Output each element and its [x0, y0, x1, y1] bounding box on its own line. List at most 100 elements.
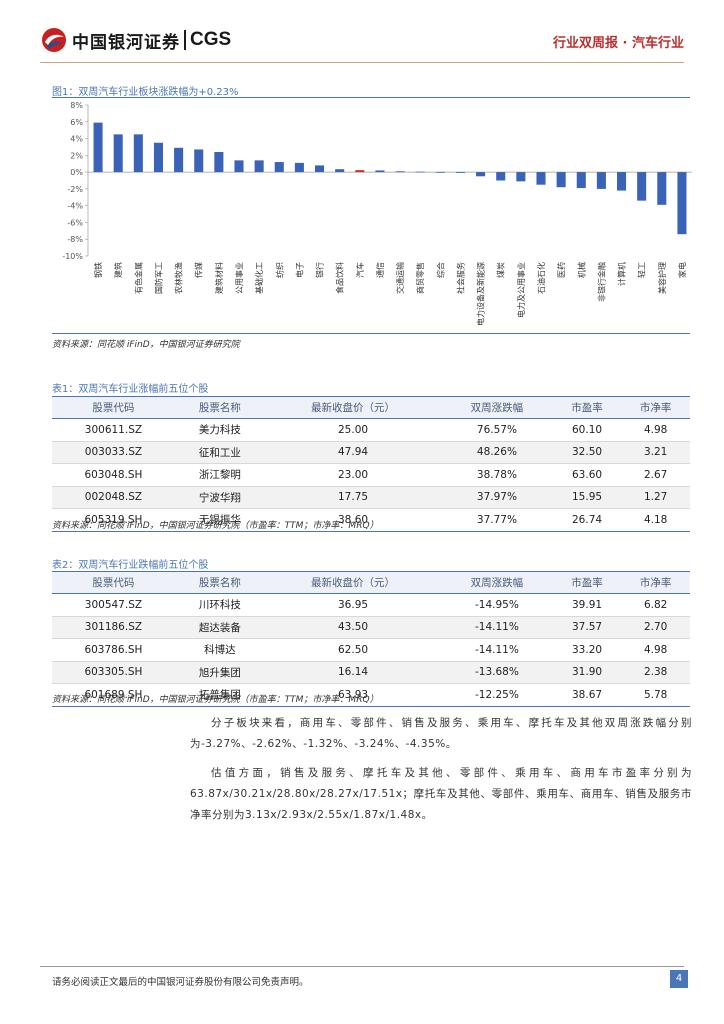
table-cell: 002048.SZ	[52, 486, 175, 509]
table-cell: 48.26%	[441, 441, 553, 464]
table-cell: 76.57%	[441, 418, 553, 442]
body-text: 分子板块来看，商用车、零部件、销售及服务、乘用车、摩托车及其他双周涨跌幅分别为-…	[190, 713, 692, 834]
table-cell: 47.94	[264, 441, 442, 464]
x-tick-label: 美容护理	[657, 262, 667, 294]
table-cell: 16.14	[264, 661, 442, 684]
x-tick-label: 公用事业	[234, 262, 244, 294]
table-cell: 6.82	[621, 593, 690, 617]
y-tick-label: -2%	[67, 185, 83, 194]
table-cell: 37.97%	[441, 486, 553, 509]
table-cell: 62.50	[264, 638, 442, 662]
column-header: 双周涨跌幅	[441, 571, 553, 594]
bar	[335, 169, 345, 173]
bar	[576, 172, 586, 189]
table-row: 301186.SZ 超达装备 43.50 -14.11% 37.57 2.70	[52, 616, 690, 639]
cgs-logo-icon	[42, 28, 66, 52]
x-tick-label: 传媒	[194, 262, 204, 278]
column-header: 最新收盘价（元）	[264, 396, 442, 419]
table-cell: 39.91	[552, 593, 622, 617]
x-tick-label: 计算机	[617, 262, 627, 286]
top-gainers-table: 股票代码 股票名称 最新收盘价（元） 双周涨跌幅 市盈率 市净率 300611.SZ 美力科技…	[52, 396, 690, 532]
bar	[133, 134, 143, 173]
table-cell: 2.67	[621, 463, 690, 487]
x-tick-label: 食品饮料	[335, 262, 345, 294]
table-cell: 603786.SH	[52, 638, 175, 662]
x-tick-label: 电力设备及新能源	[476, 262, 486, 326]
table-cell: 旭升集团	[174, 661, 265, 684]
table-cell: 603305.SH	[52, 661, 175, 684]
table-cell: 2.38	[621, 661, 690, 684]
table-cell: 浙江黎明	[174, 463, 265, 487]
bar	[355, 170, 365, 173]
bar	[536, 172, 546, 185]
table-row: 002048.SZ 宁波华翔 17.75 37.97% 15.95 1.27	[52, 486, 690, 509]
table-cell: 300611.SZ	[52, 418, 175, 442]
x-tick-label: 国防军工	[153, 262, 163, 294]
y-tick-label: 6%	[70, 118, 83, 127]
table-cell: 23.00	[264, 463, 442, 487]
bar	[294, 162, 304, 173]
table-row: 603048.SH 浙江黎明 23.00 38.78% 63.60 2.67	[52, 463, 690, 487]
paragraph-valuation: 估值方面，销售及服务、摩托车及其他、零部件、乘用车、商用车市盈率分别为63.87…	[190, 767, 692, 821]
table2-caption: 表2：双周汽车行业跌幅前五位个股	[52, 560, 209, 571]
bar	[516, 172, 526, 182]
bar	[496, 172, 506, 181]
table-cell: 1.27	[621, 486, 690, 509]
x-tick-label: 汽车	[355, 262, 365, 278]
table-row: 003033.SZ 征和工业 47.94 48.26% 32.50 3.21	[52, 441, 690, 464]
table-cell: 38.67	[552, 683, 622, 707]
bar	[677, 172, 687, 235]
column-header: 股票名称	[174, 571, 265, 594]
table-cell: 4.98	[621, 418, 690, 442]
bar	[617, 172, 627, 191]
x-tick-label: 家电	[677, 262, 687, 278]
bar	[476, 172, 486, 177]
x-tick-label: 机械	[576, 262, 586, 278]
table-cell: 17.75	[264, 486, 442, 509]
bar	[194, 149, 204, 173]
report-type: 行业双周报 · 汽车行业	[553, 36, 684, 51]
table-cell: 2.70	[621, 616, 690, 639]
y-tick-label: 8%	[70, 101, 83, 110]
y-tick-label: 4%	[70, 135, 83, 144]
bar	[93, 122, 103, 173]
table-cell: 63.60	[552, 463, 622, 487]
table-cell: 3.21	[621, 441, 690, 464]
table-cell: 63.93	[264, 683, 442, 707]
column-header: 市净率	[621, 396, 690, 419]
table-cell: 43.50	[264, 616, 442, 639]
table-cell: 38.60	[264, 508, 442, 532]
bar	[234, 160, 244, 173]
bar	[274, 162, 284, 173]
column-header: 市盈率	[552, 571, 622, 594]
table-cell: -14.95%	[441, 593, 553, 617]
sector-change-bar-chart: -10% -8% -6% -4% -2% 0% 2% 4% 6% 8% 钢铁 建筑 有色金属 国防军工 农林…	[62, 101, 692, 326]
table-cell: 15.95	[552, 486, 622, 509]
bar	[214, 151, 224, 173]
table-cell: 605319.SH	[52, 508, 175, 532]
company-logo: 中国银河证券 CGS	[40, 26, 231, 54]
x-tick-label: 钢铁	[93, 262, 103, 278]
table1-source: 资料来源：同花顺 iFinD，中国银河证券研究院（市盈率：TTM；市净率：MRQ…	[52, 521, 379, 531]
y-tick-label: 0%	[70, 168, 83, 177]
table-cell: 26.74	[552, 508, 622, 532]
x-tick-label: 银行	[315, 262, 325, 278]
bar	[556, 172, 566, 188]
table-cell: 31.90	[552, 661, 622, 684]
bar	[596, 172, 606, 189]
table-cell: -13.68%	[441, 661, 553, 684]
column-header: 股票名称	[174, 396, 265, 419]
x-tick-label: 电子	[294, 262, 304, 278]
table-row: 300611.SZ 美力科技 25.00 76.57% 60.10 4.98	[52, 418, 690, 442]
table-cell: -14.11%	[441, 638, 553, 662]
table-cell: 科博达	[174, 638, 265, 662]
x-tick-label: 纺织	[274, 262, 284, 278]
table-cell: 003033.SZ	[52, 441, 175, 464]
table-cell: 33.20	[552, 638, 622, 662]
table-cell: 601689.SH	[52, 683, 175, 707]
table1-caption: 表1：双周汽车行业涨幅前五位个股	[52, 384, 209, 395]
table-cell: 25.00	[264, 418, 442, 442]
x-tick-label: 基础化工	[254, 262, 264, 294]
table-row: 603786.SH 科博达 62.50 -14.11% 33.20 4.98	[52, 638, 690, 662]
column-header: 市盈率	[552, 396, 622, 419]
